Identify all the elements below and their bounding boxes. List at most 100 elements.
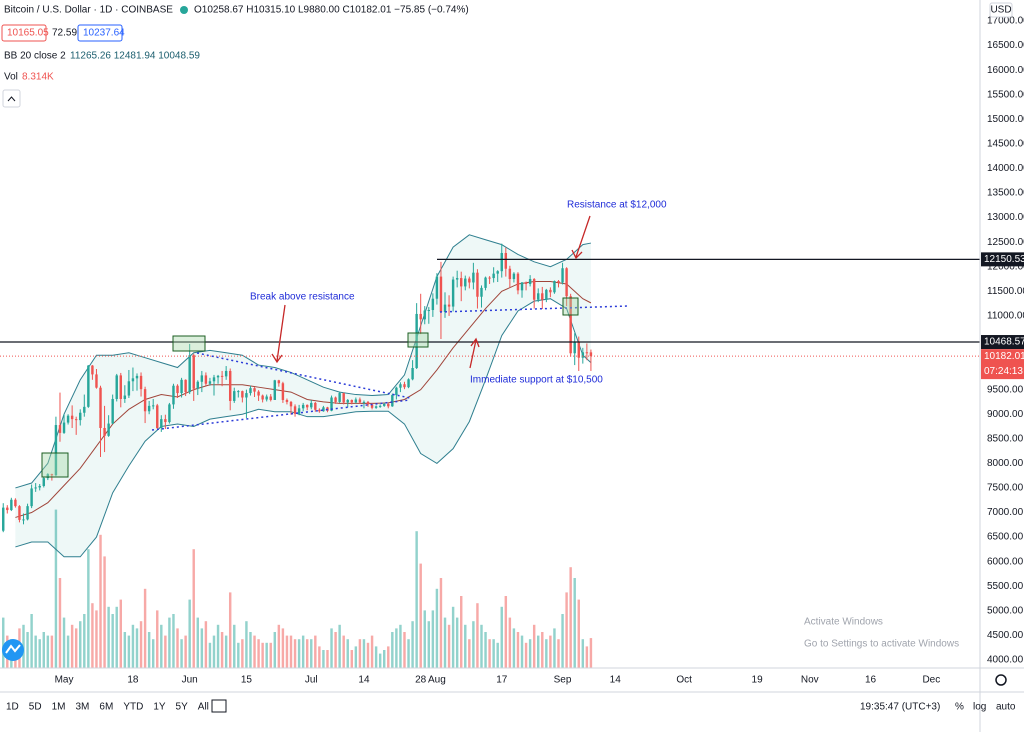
volume-bar xyxy=(293,639,297,668)
volume-bar xyxy=(204,621,208,668)
candle-body xyxy=(581,352,585,358)
volume-bar xyxy=(22,624,25,668)
range-button[interactable]: YTD xyxy=(123,702,143,713)
scale-button[interactable]: log xyxy=(973,702,986,713)
volume-bar xyxy=(362,639,366,668)
candle-body xyxy=(241,391,244,398)
volume-bar xyxy=(322,650,325,668)
candle-body xyxy=(407,379,410,388)
currency-box[interactable] xyxy=(989,2,1013,18)
candle-body xyxy=(391,395,394,407)
volume-bar xyxy=(91,603,94,668)
range-button[interactable]: 6M xyxy=(99,702,113,713)
annotation: Immediate support at $10,500 xyxy=(470,375,603,386)
scale-button[interactable]: % xyxy=(955,702,964,713)
volume-bar xyxy=(447,624,451,668)
candles xyxy=(2,243,593,533)
volume-bar xyxy=(220,632,224,668)
collapse-button[interactable] xyxy=(2,89,21,108)
volume-name: Vol xyxy=(4,72,18,83)
candle-body xyxy=(147,405,151,412)
arrow xyxy=(469,337,480,369)
y-tick-label: 11000.00 xyxy=(987,311,1024,322)
volume-bar xyxy=(411,621,414,668)
candle-body xyxy=(314,402,317,410)
range-button[interactable]: 5D xyxy=(29,702,42,713)
range-button[interactable]: 3M xyxy=(76,702,90,713)
volume-bar xyxy=(269,642,272,668)
volume-bar xyxy=(504,596,508,668)
x-tick-label: Oct xyxy=(676,675,692,686)
x-tick-label: Sep xyxy=(554,675,572,686)
candle-body xyxy=(188,355,191,393)
candle-body xyxy=(22,519,25,521)
volume-bar xyxy=(326,650,329,668)
volume-bar xyxy=(176,628,179,668)
candle-body xyxy=(281,383,285,400)
volume-bar xyxy=(492,639,495,668)
bid-box[interactable] xyxy=(1,24,47,42)
volume-bar xyxy=(451,606,455,668)
volume-bar xyxy=(334,632,337,668)
volume-bar xyxy=(74,628,78,668)
candle-body xyxy=(224,370,228,377)
volume-bar xyxy=(524,642,528,668)
volume-bar xyxy=(2,617,5,668)
candle-body xyxy=(553,281,556,293)
date-range-icon[interactable] xyxy=(211,699,227,713)
highlight-box xyxy=(562,297,579,316)
range-button[interactable]: 5Y xyxy=(176,702,189,713)
candle-body xyxy=(180,379,183,394)
candle-body xyxy=(200,375,204,382)
volume-bar xyxy=(241,639,244,668)
candle-body xyxy=(143,389,147,412)
volume-bar xyxy=(143,588,147,668)
candle-body xyxy=(293,406,297,414)
volume-bar xyxy=(224,635,228,668)
volume-bar xyxy=(30,614,33,668)
clock: 19:35:47 (UTC+3) xyxy=(860,702,940,713)
candle-body xyxy=(435,276,439,299)
ask-box[interactable] xyxy=(77,24,123,42)
candle-body xyxy=(399,384,402,388)
candle-body xyxy=(455,278,459,280)
range-button[interactable]: 1Y xyxy=(153,702,166,713)
candle-body xyxy=(285,399,289,402)
volume-bar xyxy=(387,646,390,668)
candle-body xyxy=(415,313,418,369)
volume-bar xyxy=(557,639,560,668)
range-button[interactable]: 1M xyxy=(52,702,66,713)
volume-bar xyxy=(273,632,277,668)
y-tick-label: 16000.00 xyxy=(987,65,1024,76)
candle-body xyxy=(427,310,431,312)
indicator-values: 11265.26 12481.94 10048.59 xyxy=(70,51,200,62)
volume-bar xyxy=(569,567,572,668)
candle-body xyxy=(310,402,313,408)
x-tick-label: Jul xyxy=(305,675,318,686)
volume-bar xyxy=(196,617,199,668)
range-button[interactable]: 1D xyxy=(6,702,19,713)
candle-body xyxy=(261,395,264,400)
candle-body xyxy=(135,375,139,379)
volume-bar xyxy=(160,624,163,668)
y-tick-label: 9500.00 xyxy=(987,384,1024,395)
candle-body xyxy=(249,388,252,394)
y-tick-label: 4000.00 xyxy=(987,655,1024,666)
level-label-box xyxy=(981,335,1024,350)
volume-bar xyxy=(314,635,317,668)
settings-icon[interactable] xyxy=(995,674,1007,686)
currency: USD xyxy=(990,5,1011,16)
volume-bar xyxy=(310,639,313,668)
candle-body xyxy=(273,380,277,400)
y-tick-label: 8500.00 xyxy=(987,433,1024,444)
volume-bar xyxy=(443,617,447,668)
volume-bar xyxy=(301,635,305,668)
range-button[interactable]: All xyxy=(198,702,209,713)
candle-body xyxy=(577,341,580,358)
candle-body xyxy=(58,425,62,433)
volume-bar xyxy=(131,624,135,668)
volume-bar xyxy=(156,610,159,668)
scale-button[interactable]: auto xyxy=(996,702,1016,713)
candle-body xyxy=(516,273,520,291)
